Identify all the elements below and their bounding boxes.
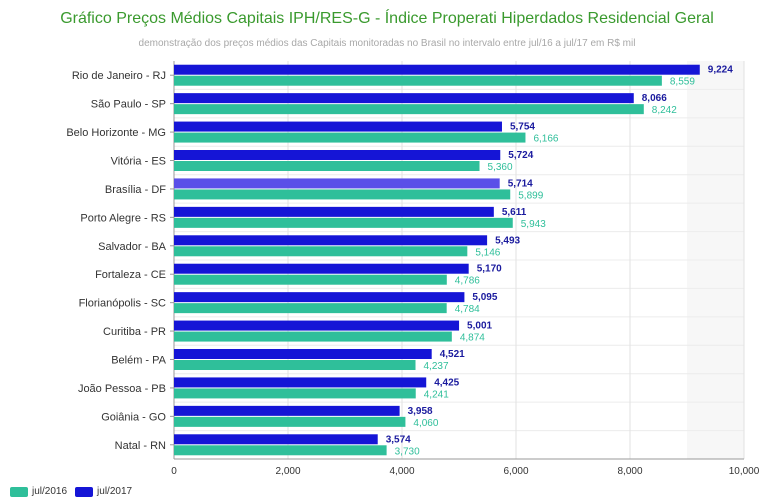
category-label: Porto Alegre - RS [80, 212, 166, 224]
bar-jul2016 [174, 416, 406, 427]
legend: jul/2016 jul/2017 [10, 486, 132, 497]
chart-subtitle: demonstração dos preços médios das Capit… [138, 38, 636, 49]
data-label-jul2016: 4,874 [460, 333, 485, 344]
data-label-jul2017: 5,095 [472, 292, 497, 303]
bar-jul2017 [174, 206, 494, 217]
legend-swatch-jul2017 [75, 486, 94, 497]
bar-jul2017 [174, 64, 700, 75]
bar-jul2017 [174, 235, 488, 246]
data-label-jul2017: 5,611 [502, 207, 527, 218]
data-label-jul2017: 5,170 [477, 264, 502, 275]
x-tick-label: 6,000 [503, 466, 528, 477]
data-label-jul2016: 4,786 [455, 276, 480, 287]
bar-jul2017 [174, 178, 500, 189]
bar-jul2016 [174, 189, 511, 200]
bar-jul2016 [174, 217, 513, 228]
data-label-jul2016: 4,784 [455, 304, 480, 315]
legend-label-jul2016: jul/2016 [32, 486, 68, 497]
category-label: Florianópolis - SC [79, 298, 166, 310]
x-tick-label: 0 [171, 466, 177, 477]
data-label-jul2017: 3,574 [386, 434, 411, 445]
x-tick-label: 4,000 [389, 466, 414, 477]
data-label-jul2016: 4,241 [424, 389, 449, 400]
x-tick-label: 10,000 [729, 466, 760, 477]
legend-label-jul2017: jul/2017 [97, 486, 133, 497]
category-label: Belo Horizonte - MG [66, 127, 166, 139]
data-label-jul2017: 3,958 [408, 406, 433, 417]
bar-jul2016 [174, 104, 644, 115]
bar-jul2016 [174, 132, 526, 143]
data-label-jul2017: 4,425 [434, 377, 459, 388]
data-label-jul2016: 8,559 [670, 77, 695, 88]
category-label: Goiânia - GO [101, 411, 166, 423]
bar-jul2017 [174, 292, 465, 303]
legend-swatch-jul2016 [10, 486, 28, 497]
category-label: São Paulo - SP [91, 99, 166, 111]
category-label: Salvador - BA [98, 241, 167, 253]
bar-jul2017 [174, 263, 469, 274]
category-label: Curitiba - PR [103, 326, 166, 338]
bar-jul2017 [174, 121, 502, 132]
bar-jul2017 [174, 93, 634, 104]
x-tick-label: 8,000 [617, 466, 642, 477]
bar-jul2016 [174, 388, 416, 399]
bar-jul2016 [174, 274, 447, 285]
category-label: João Pessoa - PB [78, 383, 166, 395]
bar-chart: 0 2,000 4,000 6,000 8,000 10,000 Rio de Janeir… [66, 61, 760, 477]
data-label-jul2016: 8,242 [652, 105, 677, 116]
legend-item-jul2017[interactable]: jul/2017 [75, 486, 132, 497]
bar-jul2017 [174, 150, 501, 160]
data-label-jul2016: 4,060 [413, 418, 438, 429]
bar-jul2016 [174, 331, 452, 342]
bar-jul2017 [174, 349, 432, 359]
category-label: Rio de Janeiro - RJ [72, 70, 166, 82]
data-label-jul2017: 5,754 [510, 122, 535, 133]
data-label-jul2016: 3,730 [395, 446, 420, 457]
bar-jul2016 [174, 360, 416, 370]
bar-jul2017 [174, 377, 427, 388]
bar-jul2017 [174, 405, 400, 416]
bar-jul2016 [174, 246, 468, 257]
data-label-jul2017: 8,066 [642, 93, 667, 104]
category-label: Vitória - ES [111, 156, 166, 168]
data-label-jul2017: 4,521 [440, 349, 465, 360]
data-label-jul2016: 6,166 [533, 134, 558, 145]
bar-jul2016 [174, 161, 480, 171]
bar-jul2016 [174, 445, 387, 456]
category-label: Brasília - DF [105, 184, 166, 196]
data-label-jul2016: 5,360 [488, 162, 513, 173]
data-label-jul2016: 5,943 [521, 219, 546, 230]
data-label-jul2017: 5,724 [508, 150, 533, 161]
bar-jul2017 [174, 434, 378, 445]
bar-jul2017 [174, 320, 460, 331]
category-label: Natal - RN [115, 440, 166, 452]
data-label-jul2017: 9,224 [708, 65, 733, 76]
data-label-jul2017: 5,714 [508, 178, 533, 189]
category-label: Fortaleza - CE [95, 269, 166, 281]
bar-jul2016 [174, 303, 447, 314]
data-label-jul2016: 5,146 [475, 247, 500, 258]
x-tick-label: 2,000 [275, 466, 300, 477]
data-label-jul2016: 4,237 [424, 361, 449, 372]
data-label-jul2017: 5,493 [495, 235, 520, 246]
bar-jul2016 [174, 75, 662, 86]
data-label-jul2016: 5,899 [518, 190, 543, 201]
legend-item-jul2016[interactable]: jul/2016 [10, 486, 67, 497]
chart-title: Gráfico Preços Médios Capitais IPH/RES-G… [60, 10, 714, 27]
category-label: Belém - PA [111, 355, 166, 367]
data-label-jul2017: 5,001 [467, 321, 492, 332]
